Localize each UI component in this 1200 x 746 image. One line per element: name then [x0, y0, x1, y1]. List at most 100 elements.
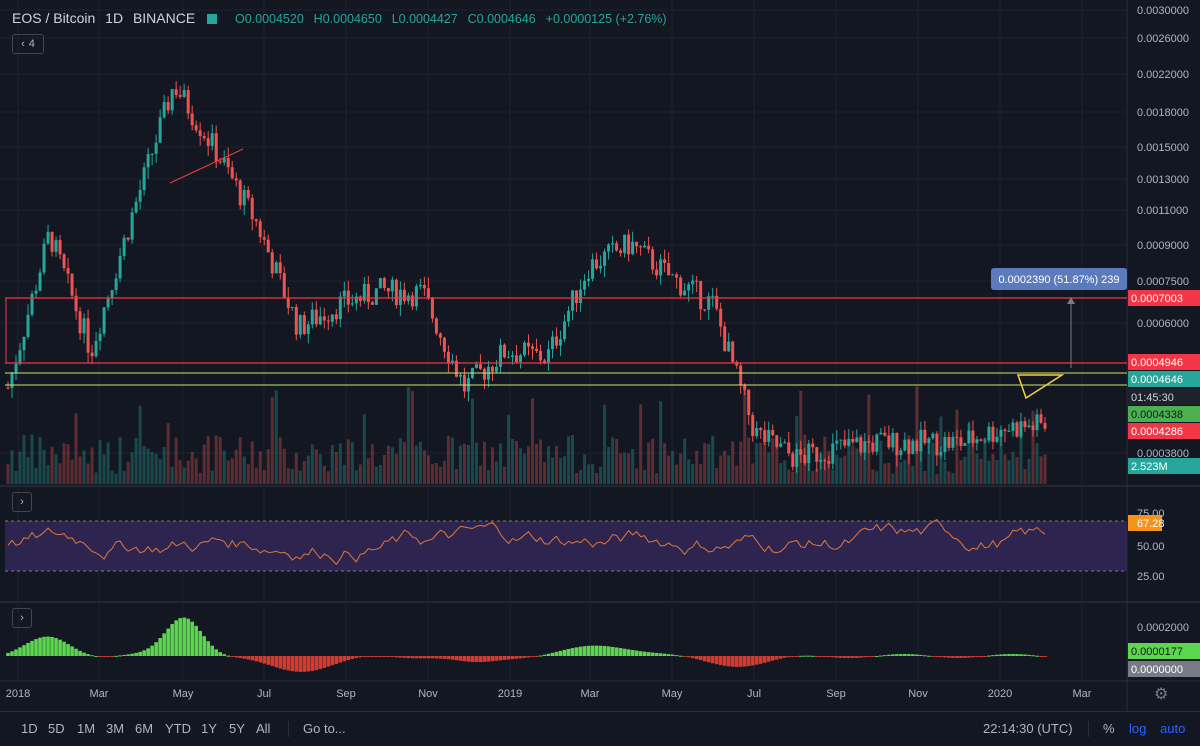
- measure-label-box[interactable]: [991, 268, 1127, 290]
- volume-bar: [330, 445, 334, 484]
- macd-bar: [722, 656, 727, 666]
- candle-body: [38, 272, 42, 291]
- candle-body: [575, 290, 579, 304]
- range-6m-button[interactable]: 6M: [135, 721, 154, 736]
- macd-bar: [610, 646, 615, 656]
- candle-body: [454, 360, 458, 377]
- volume-bar: [226, 460, 230, 484]
- macd-bar: [54, 638, 58, 656]
- macd-bar: [662, 653, 667, 656]
- candle-body: [258, 221, 262, 238]
- candle-body: [591, 259, 595, 279]
- legend-exchange: BINANCE: [132, 10, 196, 26]
- triangle-pattern[interactable]: [1016, 374, 1065, 400]
- time-axis-label: 2019: [498, 688, 522, 700]
- macd-bar: [438, 656, 443, 659]
- volume-bar: [314, 449, 318, 484]
- chart-settings-gear-icon[interactable]: ⚙: [1154, 686, 1169, 703]
- candle-body: [366, 283, 370, 303]
- volume-bar: [154, 453, 158, 484]
- macd-bar: [422, 656, 427, 659]
- candle-body: [771, 429, 775, 436]
- volume-bar: [551, 457, 555, 484]
- macd-bar: [582, 646, 587, 656]
- candle-body: [86, 318, 90, 353]
- macd-bar: [494, 656, 499, 661]
- macd-pane-toggle-button[interactable]: ›: [12, 608, 32, 628]
- candlestick-series[interactable]: [6, 81, 1047, 473]
- volume-bar: [707, 444, 711, 484]
- range-3m-button[interactable]: 3M: [106, 721, 125, 736]
- flag-icon[interactable]: [207, 14, 218, 24]
- macd-bar: [786, 656, 791, 658]
- volume-bar: [1007, 460, 1011, 484]
- candle-body: [555, 336, 559, 346]
- volume-bar: [358, 464, 362, 484]
- volume-bar: [342, 464, 346, 484]
- volume-bar: [382, 455, 386, 484]
- candle-body: [18, 350, 22, 364]
- range-5d-button[interactable]: 5D: [48, 721, 65, 736]
- macd-bar: [891, 654, 895, 656]
- candle-body: [671, 274, 675, 276]
- candle-body: [879, 432, 883, 435]
- log-scale-toggle[interactable]: log: [1129, 721, 1147, 736]
- volume-bar: [763, 437, 767, 484]
- macd-bar: [534, 656, 539, 657]
- utc-clock[interactable]: 22:14:30 (UTC): [983, 721, 1073, 736]
- volume-bar: [667, 455, 671, 484]
- macd-bar: [154, 642, 158, 656]
- range-1d-button[interactable]: 1D: [21, 721, 38, 736]
- range-1m-button[interactable]: 1M: [77, 721, 96, 736]
- range-ytd-button[interactable]: YTD: [165, 721, 191, 736]
- candle-body: [911, 440, 915, 454]
- macd-value-tag: [1128, 643, 1200, 659]
- candle-body: [442, 337, 446, 352]
- volume-bar: [402, 442, 406, 484]
- macd-bar: [782, 656, 787, 658]
- range-all-button[interactable]: All: [256, 721, 271, 736]
- candle-body: [522, 342, 526, 356]
- rsi-line[interactable]: [7, 518, 1046, 566]
- candle-body: [963, 442, 967, 446]
- macd-bar: [406, 656, 411, 659]
- volume-bar: [607, 447, 611, 484]
- go-to-date-button[interactable]: Go to...: [303, 721, 346, 736]
- macd-bar: [742, 656, 747, 667]
- candle-body: [623, 234, 627, 253]
- volume-bar: [462, 443, 466, 484]
- candle-body: [675, 274, 679, 278]
- candle-body: [134, 201, 138, 213]
- macd-bar: [931, 656, 935, 657]
- rsi-pane-toggle-button[interactable]: ›: [12, 492, 32, 512]
- macd-bar: [466, 656, 471, 662]
- candle-body: [755, 428, 759, 437]
- candle-body: [1015, 422, 1019, 437]
- candle-body: [979, 439, 983, 441]
- candle-body: [6, 387, 10, 389]
- range-5y-button[interactable]: 5Y: [229, 721, 245, 736]
- legend-symbol[interactable]: EOS / Bitcoin: [12, 10, 96, 26]
- rsi-band: [5, 521, 1127, 571]
- volume-bar: [959, 460, 963, 484]
- macd-histogram[interactable]: [6, 617, 1047, 672]
- volume-bar: [98, 440, 102, 484]
- auto-scale-toggle[interactable]: auto: [1160, 721, 1186, 736]
- percent-scale-toggle[interactable]: %: [1103, 721, 1115, 736]
- candle-body: [374, 288, 378, 305]
- candle-body: [370, 302, 374, 305]
- candle-body: [322, 316, 326, 321]
- measure-label: 0.0002390 (51.87%) 239: [998, 274, 1119, 286]
- candle-body: [583, 280, 587, 290]
- candle-body: [1003, 429, 1007, 432]
- candle-body: [659, 259, 663, 276]
- macd-bar: [911, 654, 915, 656]
- macd-bar: [10, 651, 14, 656]
- time-axis-labels[interactable]: 2018 Mar May Jul Sep Nov 2019 Mar May Jul Sep Nov 20…: [6, 688, 1092, 700]
- macd-bar: [330, 656, 335, 666]
- trendline[interactable]: [169, 148, 244, 184]
- indicators-toggle-button[interactable]: ‹ 4: [12, 34, 44, 54]
- price-tag-bg: [1128, 290, 1200, 306]
- range-1y-button[interactable]: 1Y: [201, 721, 217, 736]
